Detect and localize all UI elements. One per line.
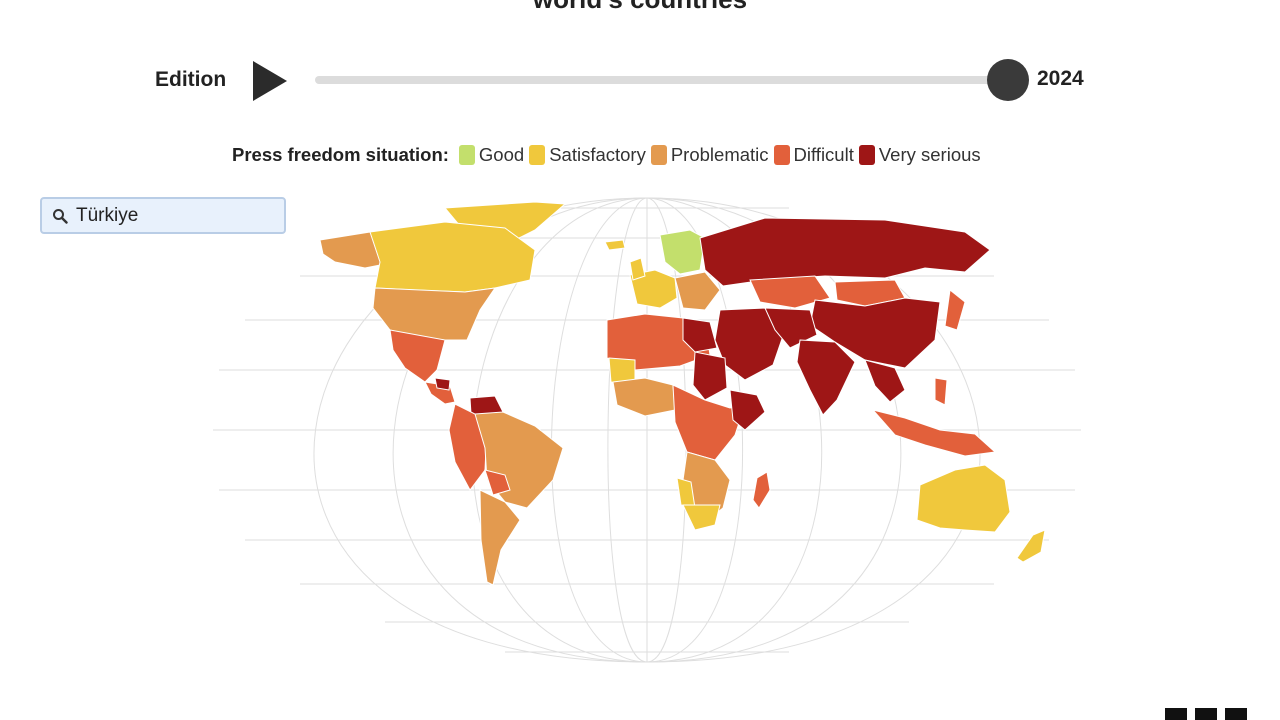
region-usa: [372, 287, 497, 341]
region-horn-of-africa: [729, 389, 766, 431]
region-central-africa: [672, 384, 746, 461]
region-indonesia: [871, 409, 997, 457]
region-argentina: [479, 489, 521, 586]
region-eastern-europe: [674, 271, 721, 311]
region-india: [796, 339, 856, 416]
country-search[interactable]: [40, 197, 286, 234]
play-icon[interactable]: [251, 59, 289, 103]
region-china: [809, 297, 941, 369]
region-sudan: [692, 351, 728, 401]
region-iceland: [604, 239, 626, 251]
legend-item-very-serious[interactable]: Very serious: [858, 144, 981, 166]
region-southeast-asia: [864, 359, 906, 403]
legend: Press freedom situation: Good Satisfacto…: [232, 142, 986, 168]
legend-item-problematic[interactable]: Problematic: [650, 144, 769, 166]
legend-item-good[interactable]: Good: [458, 144, 525, 166]
region-japan: [944, 289, 966, 331]
region-kazakhstan: [749, 275, 831, 309]
world-map[interactable]: [205, 190, 1090, 670]
legend-swatch: [858, 145, 875, 165]
region-nicaragua: [434, 377, 451, 391]
rsf-logo: [1165, 708, 1247, 720]
map-countries[interactable]: [319, 201, 1046, 586]
edition-slider-thumb[interactable]: [987, 59, 1029, 101]
page-title: world's countries: [0, 0, 1280, 15]
legend-label: Good: [478, 144, 525, 165]
region-new-zealand: [1016, 529, 1046, 563]
region-russia: [699, 217, 991, 287]
region-bolivia: [484, 469, 511, 496]
search-icon: [53, 209, 68, 224]
edition-controls: Edition 2024: [155, 56, 1095, 104]
legend-swatch: [529, 145, 546, 165]
region-south-africa: [682, 504, 721, 531]
region-madagascar: [752, 471, 771, 509]
legend-swatch: [773, 145, 790, 165]
region-scandinavia: [659, 229, 706, 275]
region-uk: [629, 257, 646, 281]
region-philippines: [934, 377, 948, 406]
legend-title: Press freedom situation:: [232, 144, 449, 165]
legend-label: Difficult: [793, 144, 854, 165]
region-western-europe: [629, 269, 678, 309]
legend-swatch: [650, 145, 667, 165]
legend-label: Satisfactory: [549, 144, 646, 165]
legend-item-difficult[interactable]: Difficult: [773, 144, 854, 166]
region-egypt: [682, 317, 718, 353]
region-west-africa: [612, 377, 676, 417]
edition-slider-track[interactable]: [315, 76, 1005, 84]
edition-label: Edition: [155, 68, 227, 91]
search-input[interactable]: [76, 203, 276, 229]
legend-label: Very serious: [878, 144, 981, 165]
legend-item-satisfactory[interactable]: Satisfactory: [529, 144, 646, 166]
region-canada: [369, 221, 536, 293]
edition-year: 2024: [1037, 67, 1084, 90]
legend-swatch: [458, 145, 475, 165]
region-australia: [916, 464, 1011, 533]
legend-label: Problematic: [670, 144, 769, 165]
